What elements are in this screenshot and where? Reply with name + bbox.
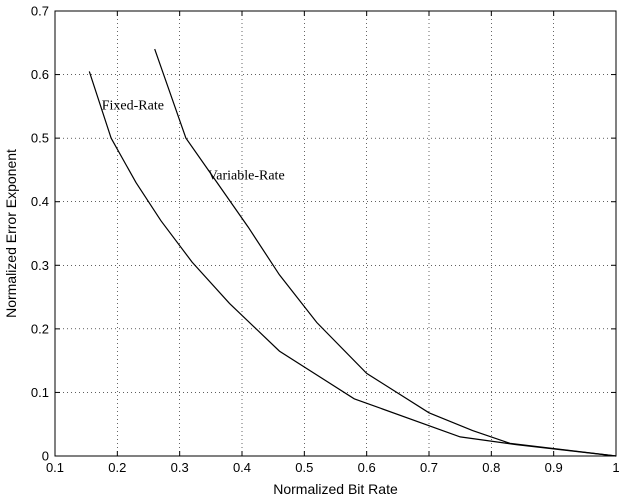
annotation-group: Fixed-Rate Variable-Rate	[102, 99, 285, 184]
y-tick-label: 0.7	[31, 4, 49, 19]
y-axis-label: Normalized Error Exponent	[3, 149, 19, 318]
x-axis-label: Normalized Bit Rate	[273, 481, 398, 497]
series-line-1	[88, 71, 617, 457]
series-group	[88, 48, 617, 457]
x-tick-label: 0.1	[46, 460, 64, 475]
y-tick-label: 0.5	[31, 131, 49, 146]
series-line-2	[154, 48, 617, 457]
y-tick-label: 0.6	[31, 67, 49, 82]
x-tick-label: 0.8	[482, 460, 500, 475]
y-tick-label: 0.1	[31, 385, 49, 400]
x-tick-label: 0.6	[358, 460, 376, 475]
x-tick-label: 0.9	[545, 460, 563, 475]
plot-frame	[54, 10, 617, 457]
x-tick-label: 1	[612, 460, 619, 475]
x-tick-label: 0.5	[295, 460, 313, 475]
annotation-2: Variable-Rate	[208, 168, 285, 183]
y-tick-label: 0.3	[31, 258, 49, 273]
annotation-1: Fixed-Rate	[102, 99, 164, 114]
y-tick-label: 0.2	[31, 321, 49, 336]
x-tick-label: 0.7	[420, 460, 438, 475]
grid	[55, 11, 616, 456]
y-tick-label: 0.4	[31, 194, 49, 209]
x-tick-label: 0.3	[171, 460, 189, 475]
x-tick-label: 0.4	[233, 460, 251, 475]
x-tick-label: 0.2	[108, 460, 126, 475]
axis-ticks: 0.1 0.2 0.3 0.4 0.5 0.6 0.7 0.8 0.9 100.10.20.30.…	[31, 4, 619, 476]
y-tick-label: 0	[42, 449, 49, 464]
